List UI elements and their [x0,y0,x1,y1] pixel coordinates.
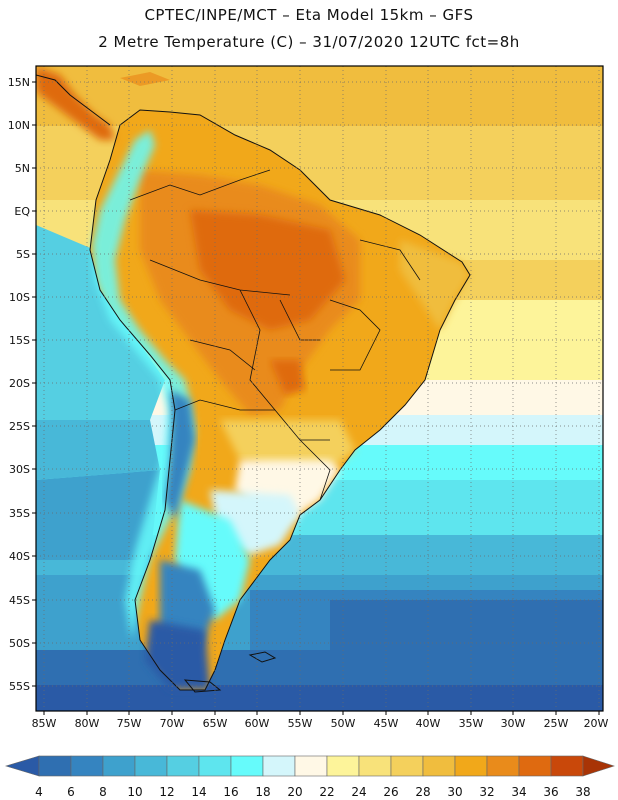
lat-label: 30S [9,463,30,476]
lat-label: 35S [9,507,30,520]
longitude-labels: 85W 80W 75W 70W 65W 60W 55W 50W 45W 40W … [32,717,609,730]
lon-label: 60W [245,717,270,730]
lat-label: 45S [9,594,30,607]
lon-label: 65W [203,717,228,730]
lon-label: 85W [32,717,57,730]
colorbar-swatch [166,755,200,777]
lon-label: 70W [160,717,185,730]
colorbar [4,755,615,777]
lon-label: 30W [501,717,526,730]
colorbar-label: 16 [223,785,238,799]
colorbar-label: 6 [67,785,75,799]
lat-label: 10S [9,291,30,304]
latitude-labels: 15N 10N 5N EQ 5S 10S 15S 20S 25S 30S 35S… [8,76,31,693]
lon-label: 45W [374,717,399,730]
lat-label: 25S [9,420,30,433]
colorbar-label: 4 [35,785,43,799]
temperature-field [36,66,603,711]
colorbar-label: 26 [383,785,398,799]
colorbar-arrow-high [582,755,615,777]
colorbar-swatch [358,755,392,777]
lat-label: 15S [9,334,30,347]
colorbar-label: 22 [319,785,334,799]
colorbar-swatch [134,755,168,777]
colorbar-label: 38 [575,785,590,799]
colorbar-swatch [390,755,424,777]
lat-label: 5S [16,248,30,261]
lon-label: 35W [459,717,484,730]
colorbar-label: 36 [543,785,558,799]
colorbar-label: 14 [191,785,206,799]
colorbar-swatch [70,755,104,777]
colorbar-swatch [550,755,584,777]
colorbar-arrow-low [4,755,40,777]
colorbar-label: 18 [255,785,270,799]
lon-label: 55W [288,717,313,730]
lat-label: EQ [14,205,30,218]
colorbar-label: 20 [287,785,302,799]
axis-ticks [32,81,600,715]
colorbar-label: 24 [351,785,366,799]
lat-label: 40S [9,550,30,563]
lat-label: 15N [8,76,30,89]
colorbar-label: 30 [447,785,462,799]
colorbar-label: 28 [415,785,430,799]
lon-label: 20W [584,717,609,730]
colorbar-swatch [486,755,520,777]
graticule [36,66,603,711]
colorbar-label: 12 [159,785,174,799]
colorbar-swatch [326,755,360,777]
map-title-line-1: CPTEC/INPE/MCT – Eta Model 15km – GFS [144,6,474,24]
lon-label: 40W [416,717,441,730]
lon-label: 75W [117,717,142,730]
colorbar-swatch [454,755,488,777]
map-title-line-2: 2 Metre Temperature (C) – 31/07/2020 12U… [98,33,520,51]
lon-label: 80W [75,717,100,730]
colorbar-swatch [102,755,136,777]
lat-label: 20S [9,377,30,390]
colorbar-swatch [262,755,296,777]
colorbar-swatch [518,755,552,777]
lat-label: 55S [9,680,30,693]
colorbar-label: 8 [99,785,107,799]
lat-label: 10N [8,119,30,132]
colorbar-swatch [230,755,264,777]
map-frame [35,65,604,712]
colorbar-label: 32 [479,785,494,799]
colorbar-label: 10 [127,785,142,799]
colorbar-labels: 4 6 8 10 12 14 16 18 20 22 24 26 28 30 3… [35,785,590,799]
colorbar-label: 34 [511,785,526,799]
lat-label: 50S [9,637,30,650]
colorbar-swatch [422,755,456,777]
lon-label: 50W [331,717,356,730]
colorbar-swatch [294,755,328,777]
coastlines [36,74,471,693]
colorbar-swatch [38,755,72,777]
lon-label: 25W [544,717,569,730]
colorbar-swatch [198,755,232,777]
lat-label: 5N [15,162,30,175]
